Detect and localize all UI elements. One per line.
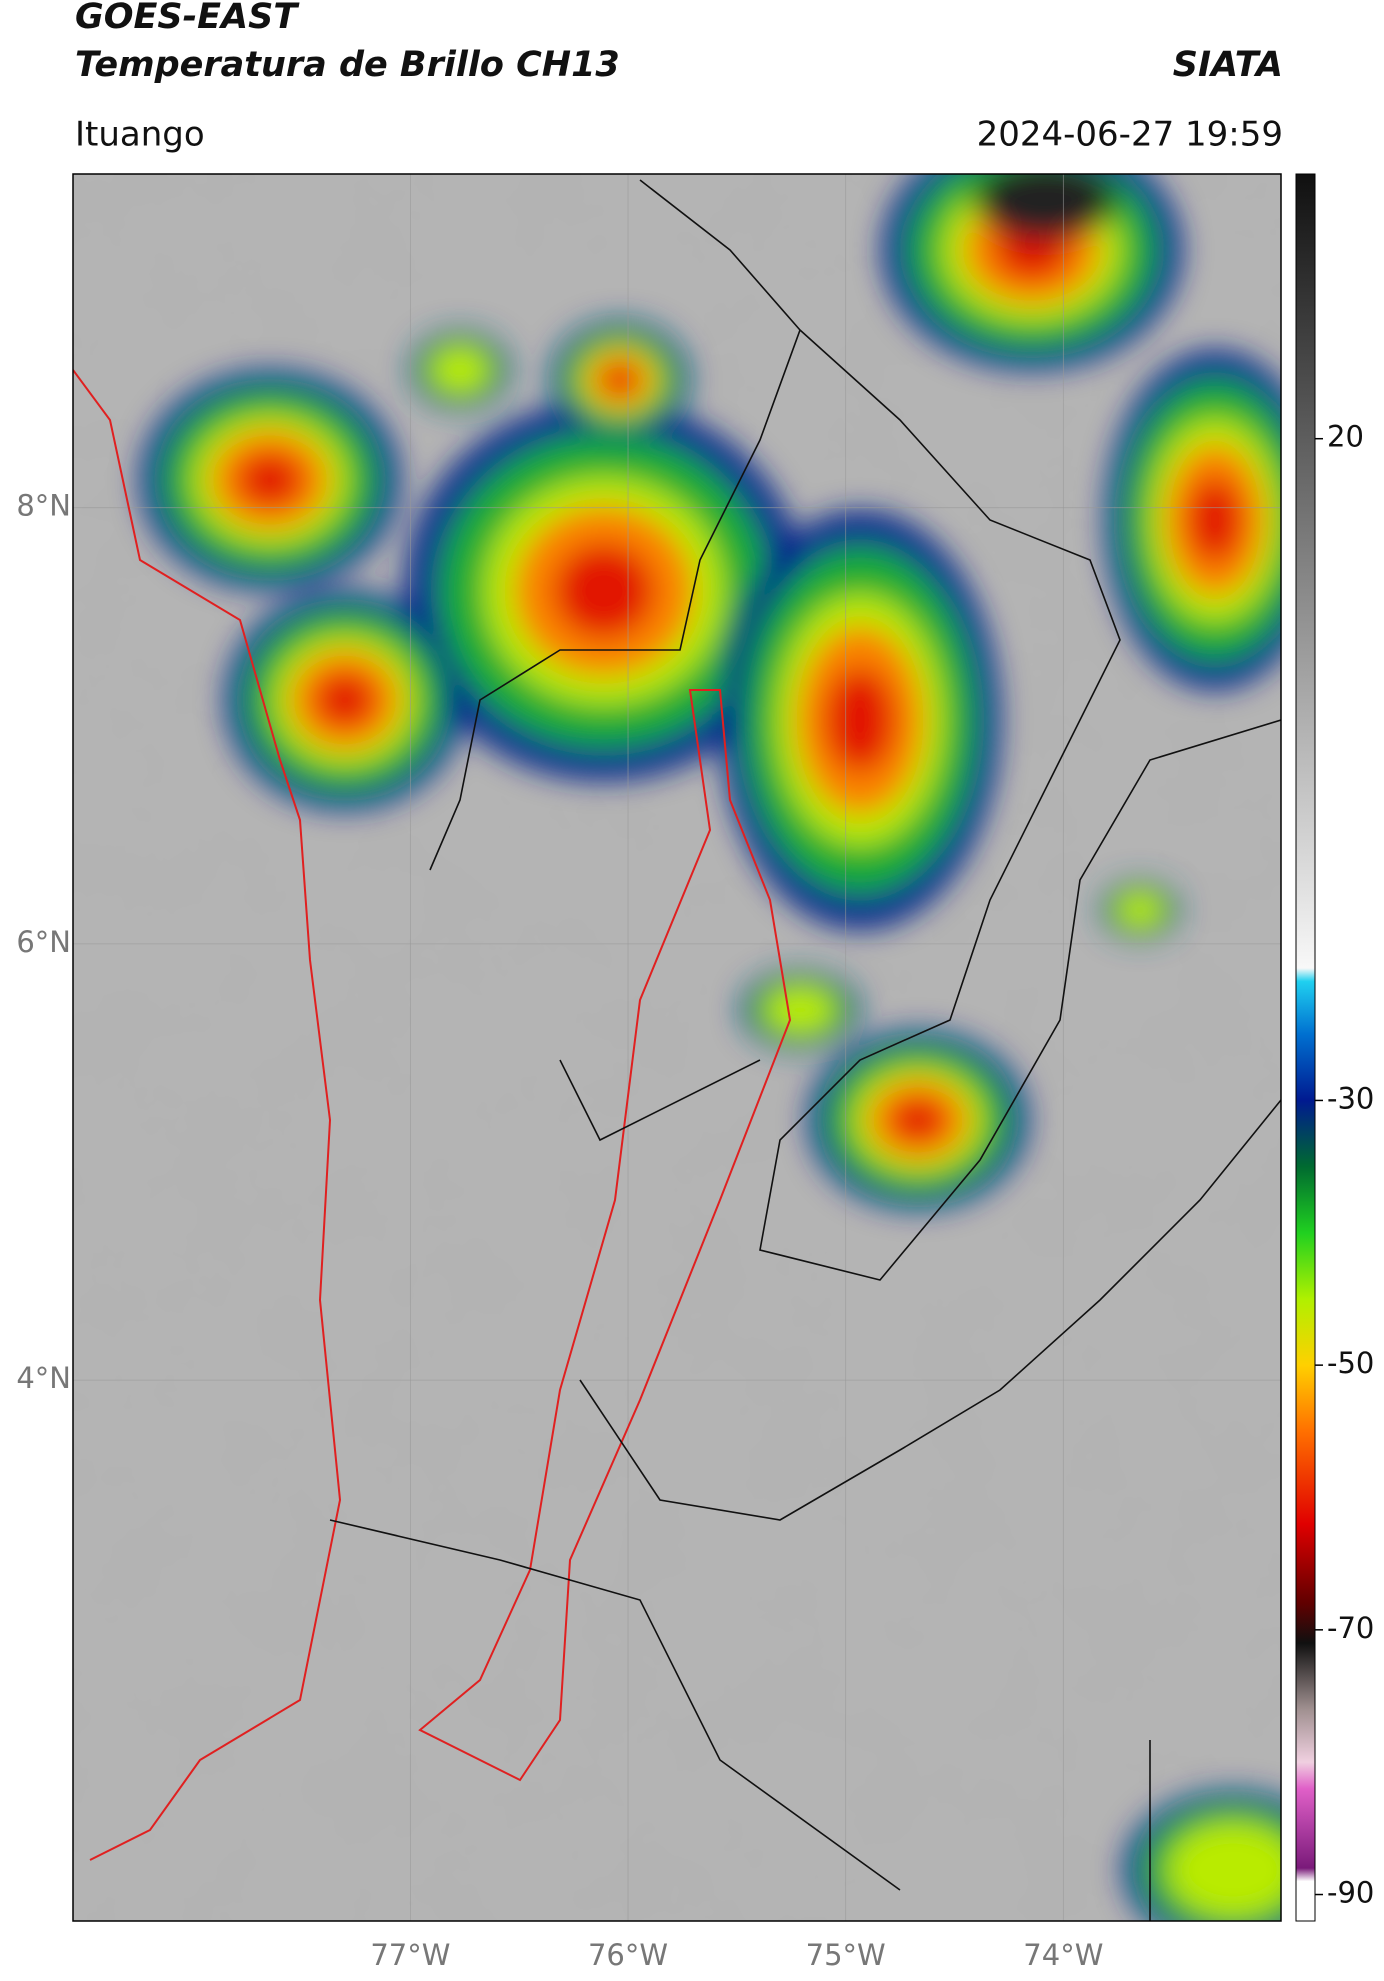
cloud-layer	[825, 667, 895, 773]
y-tick-label: 8°N	[16, 489, 71, 523]
title-line: GOES-EAST	[75, 0, 300, 37]
coastline	[73, 369, 342, 1861]
department-boundary	[418, 689, 792, 1782]
cloud-layer	[1187, 477, 1243, 563]
colorbar-tick-label: -90	[1327, 1876, 1374, 1910]
title-line: Temperatura de Brillo CH13	[75, 45, 620, 85]
x-tick-label: 74°W	[1023, 1938, 1103, 1972]
cloud-layer	[430, 346, 490, 394]
cloud-layer	[237, 452, 303, 508]
x-tick-label: 76°W	[588, 1938, 668, 1972]
x-tick-label: 77°W	[370, 1938, 450, 1972]
map-area	[73, 174, 1281, 1921]
location: Ituango	[75, 115, 205, 155]
axis-ticks: 77°W 76°W 75°W 74°W 8°N 6°N 4°N	[16, 489, 1103, 1972]
y-tick-label: 4°N	[16, 1361, 71, 1395]
cloud-layer	[1116, 892, 1164, 928]
cloud-layer	[1167, 1822, 1281, 1918]
cloud-layer	[315, 672, 375, 728]
cloud-layer	[890, 1097, 946, 1143]
datetime: 2024-06-27 19:59	[977, 115, 1283, 155]
colorbar-tick-label: -30	[1327, 1081, 1374, 1115]
colorbar-tick-label: 20	[1327, 420, 1364, 454]
y-tick-label: 6°N	[16, 925, 71, 959]
org: SIATA	[1173, 45, 1283, 85]
cloud-layer	[602, 365, 638, 395]
cloud-layer	[764, 986, 836, 1034]
colorbar-tick-label: -50	[1327, 1346, 1374, 1380]
map-frame	[72, 173, 1282, 1922]
colorbar: 20 -30 -50 -70 -90	[1295, 173, 1374, 1922]
x-tick-label: 75°W	[806, 1938, 886, 1972]
colorbar-tick-label: -70	[1327, 1611, 1374, 1645]
storm-cells	[140, 174, 1281, 1921]
admin-boundaries	[329, 179, 1281, 1921]
grid	[73, 174, 1281, 1921]
cloud-layer	[975, 174, 1115, 240]
colorbar-fill	[1295, 173, 1316, 1922]
cloud-layer	[554, 543, 654, 639]
